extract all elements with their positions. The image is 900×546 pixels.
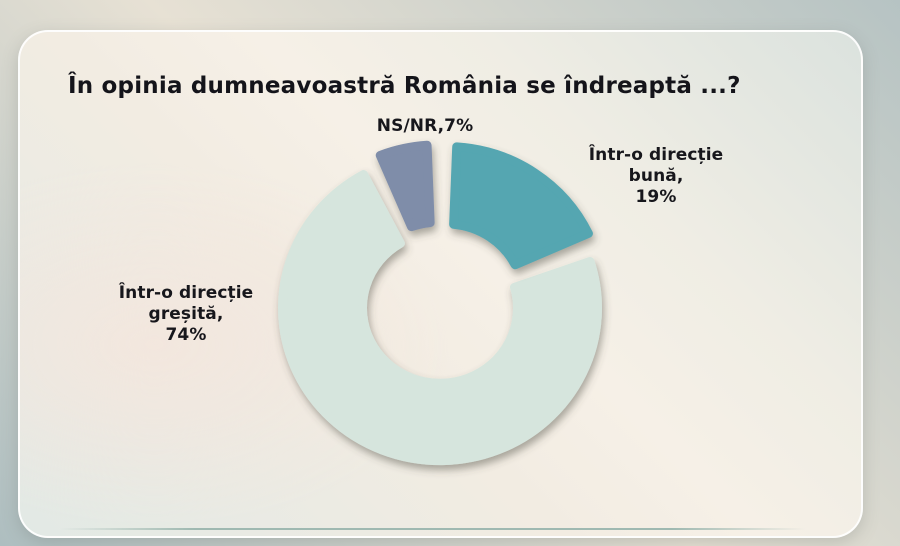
page-title: În opinia dumneavoastră România se îndre… — [68, 73, 741, 99]
label-line: greșită, — [148, 304, 224, 324]
label-value: 19% — [635, 187, 677, 207]
label-directie-gresita: Într-o direcție greșită, 74% — [88, 283, 284, 346]
label-line: Într-o direcție — [118, 283, 254, 303]
label-directie-buna: Într-o direcție bună, 19% — [578, 145, 734, 208]
label-ns-nr: NS/NR,7% — [352, 116, 498, 137]
label-line: Într-o direcție — [588, 145, 724, 165]
label-line: bună, — [628, 166, 684, 186]
label-value: 74% — [165, 325, 207, 345]
label-line: NS/NR,7% — [376, 116, 474, 136]
card-bottom-accent — [60, 528, 806, 530]
